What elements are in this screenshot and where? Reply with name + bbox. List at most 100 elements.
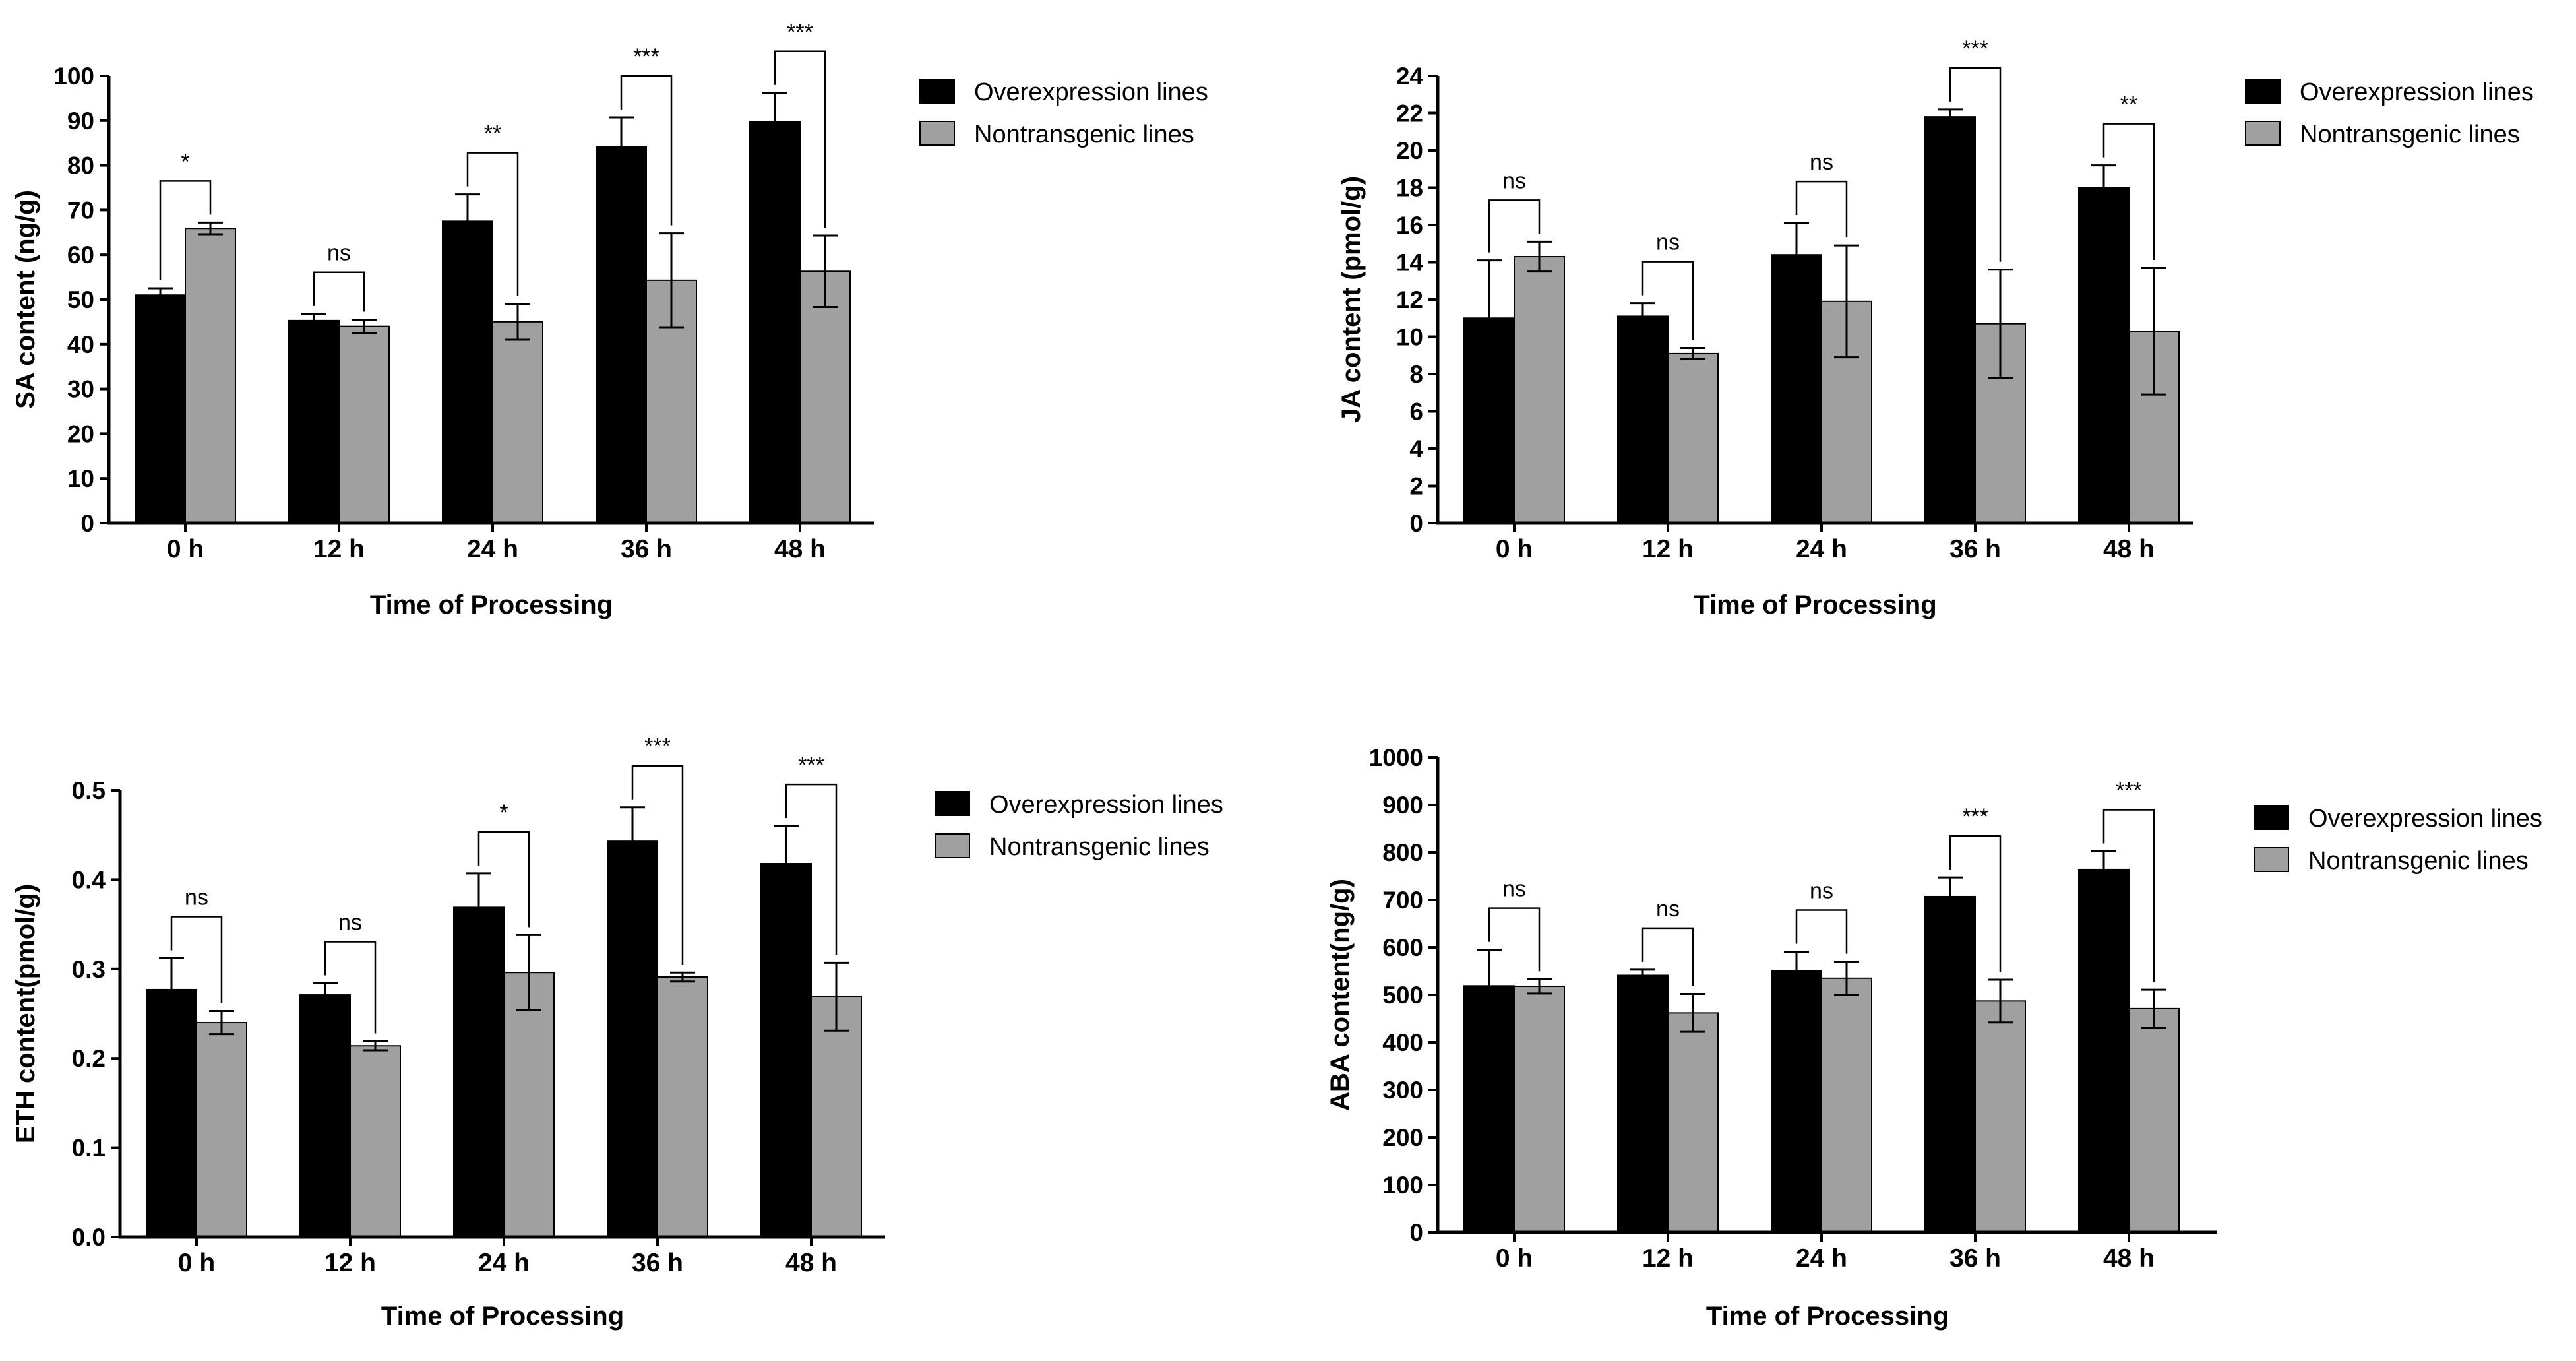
bar-nontransgenic xyxy=(1514,256,1565,524)
legend-swatch-overexpression xyxy=(935,791,970,816)
x-axis-title: Time of Processing xyxy=(1694,590,1936,619)
bar-nontransgenic xyxy=(503,972,555,1238)
x-tick-label: 24 h xyxy=(467,535,518,563)
x-tick-label: 36 h xyxy=(1949,535,2001,563)
significance-label: ns xyxy=(1810,878,1833,903)
significance-label: *** xyxy=(1962,36,1988,61)
bar-nontransgenic xyxy=(196,1022,247,1238)
x-tick-label: 12 h xyxy=(324,1249,376,1277)
bar-overexpression xyxy=(1771,970,1822,1234)
significance-bracket xyxy=(1488,199,1541,253)
y-axis-title: JA content (pmol/g) xyxy=(1337,176,1366,423)
significance-bracket xyxy=(324,941,377,1034)
y-tick-label: 2 xyxy=(1409,473,1423,500)
y-tick-label: 6 xyxy=(1409,398,1423,426)
x-tick-label: 24 h xyxy=(1796,535,1847,563)
bar-nontransgenic xyxy=(799,270,851,524)
bar-overexpression xyxy=(760,863,812,1238)
y-tick-label: 500 xyxy=(1382,982,1423,1009)
bar-nontransgenic xyxy=(1667,1012,1719,1233)
y-tick-label: 24 xyxy=(1396,63,1424,90)
y-tick-label: 40 xyxy=(67,331,94,358)
bar-overexpression xyxy=(442,220,493,524)
x-tick-label: 24 h xyxy=(478,1249,530,1277)
y-tick-label: 0.5 xyxy=(72,777,106,804)
y-tick-label: 1000 xyxy=(1369,744,1423,771)
significance-label: ns xyxy=(1502,168,1526,193)
y-axis-title: SA content (ng/g) xyxy=(11,190,40,409)
y-tick-label: 30 xyxy=(67,376,94,403)
y-axis-title: ABA content(ng/g) xyxy=(1326,879,1355,1111)
legend-entry-overexpression: Overexpression lines xyxy=(2308,805,2542,833)
x-tick-label: 36 h xyxy=(632,1249,683,1277)
x-tick-label: 48 h xyxy=(2103,1244,2155,1273)
legend-swatch-nontransgenic xyxy=(2254,847,2289,872)
significance-bracket xyxy=(785,783,838,955)
significance-label: *** xyxy=(633,44,659,69)
legend-swatch-overexpression xyxy=(919,79,955,104)
bar-overexpression xyxy=(1924,116,1976,524)
significance-bracket xyxy=(477,831,530,928)
y-tick-label: 22 xyxy=(1396,100,1423,127)
significance-label: *** xyxy=(1962,804,1988,829)
bar-nontransgenic xyxy=(2128,1007,2180,1233)
significance-label: *** xyxy=(787,20,813,45)
y-tick-label: 60 xyxy=(67,241,94,269)
legend-entry-overexpression: Overexpression lines xyxy=(974,79,1208,106)
bar-overexpression xyxy=(749,121,801,524)
y-tick-label: 600 xyxy=(1382,934,1423,961)
chart-aba: ns 0 h ns 12 h ns 24 h *** 36 h *** 48 h 0 100 200 30… xyxy=(1326,744,2542,1331)
legend-entry-nontransgenic: Nontransgenic lines xyxy=(2300,121,2520,148)
bar-overexpression xyxy=(2078,868,2130,1234)
y-tick-label: 0 xyxy=(80,510,94,537)
significance-label: ns xyxy=(1656,230,1680,255)
y-tick-label: 16 xyxy=(1396,212,1423,239)
bar-nontransgenic xyxy=(657,976,708,1238)
x-tick-label: 0 h xyxy=(178,1249,215,1277)
bar-overexpression xyxy=(453,906,505,1238)
significance-bracket xyxy=(774,50,826,228)
bar-overexpression xyxy=(596,146,647,524)
bar-overexpression xyxy=(2078,187,2130,524)
bar-overexpression xyxy=(1617,974,1669,1233)
y-tick-label: 100 xyxy=(53,63,94,90)
y-tick-label: 8 xyxy=(1409,361,1423,388)
y-tick-label: 0 xyxy=(1409,1219,1423,1246)
legend-swatch-overexpression xyxy=(2254,805,2289,830)
x-tick-label: 36 h xyxy=(1949,1244,2001,1273)
significance-label: ns xyxy=(338,910,362,935)
y-tick-label: 0.4 xyxy=(72,866,106,893)
significance-label: ns xyxy=(1502,877,1526,902)
legend-entry-nontransgenic: Nontransgenic lines xyxy=(989,833,1210,861)
y-axis-title: ETH content(pmol/g) xyxy=(11,884,40,1143)
y-tick-label: 80 xyxy=(67,152,94,179)
y-tick-label: 70 xyxy=(67,197,94,224)
y-tick-label: 900 xyxy=(1382,792,1423,819)
bar-nontransgenic xyxy=(1667,352,1719,524)
x-tick-label: 48 h xyxy=(2103,535,2155,563)
legend-entry-overexpression: Overexpression lines xyxy=(2300,79,2534,106)
y-tick-label: 12 xyxy=(1396,286,1423,313)
x-tick-label: 48 h xyxy=(785,1249,837,1277)
significance-bracket xyxy=(1949,67,2002,262)
bar-overexpression xyxy=(1771,254,1822,524)
y-tick-label: 0 xyxy=(1409,510,1423,537)
significance-label: * xyxy=(181,149,189,174)
y-tick-label: 700 xyxy=(1382,887,1423,914)
bar-overexpression xyxy=(146,988,197,1238)
y-tick-label: 0.2 xyxy=(72,1045,106,1072)
bar-nontransgenic xyxy=(185,228,236,524)
x-tick-label: 48 h xyxy=(774,535,826,563)
legend-swatch-overexpression xyxy=(2245,79,2281,104)
y-tick-label: 200 xyxy=(1382,1124,1423,1151)
x-tick-label: 36 h xyxy=(621,535,672,563)
significance-label: ns xyxy=(185,885,208,910)
significance-bracket xyxy=(1795,909,1848,954)
bar-overexpression xyxy=(1463,985,1515,1233)
significance-label: ns xyxy=(1810,150,1833,175)
significance-bracket xyxy=(159,180,212,281)
y-tick-label: 300 xyxy=(1382,1077,1423,1104)
significance-label: ns xyxy=(1656,897,1680,922)
legend-entry-nontransgenic: Nontransgenic lines xyxy=(974,121,1194,148)
